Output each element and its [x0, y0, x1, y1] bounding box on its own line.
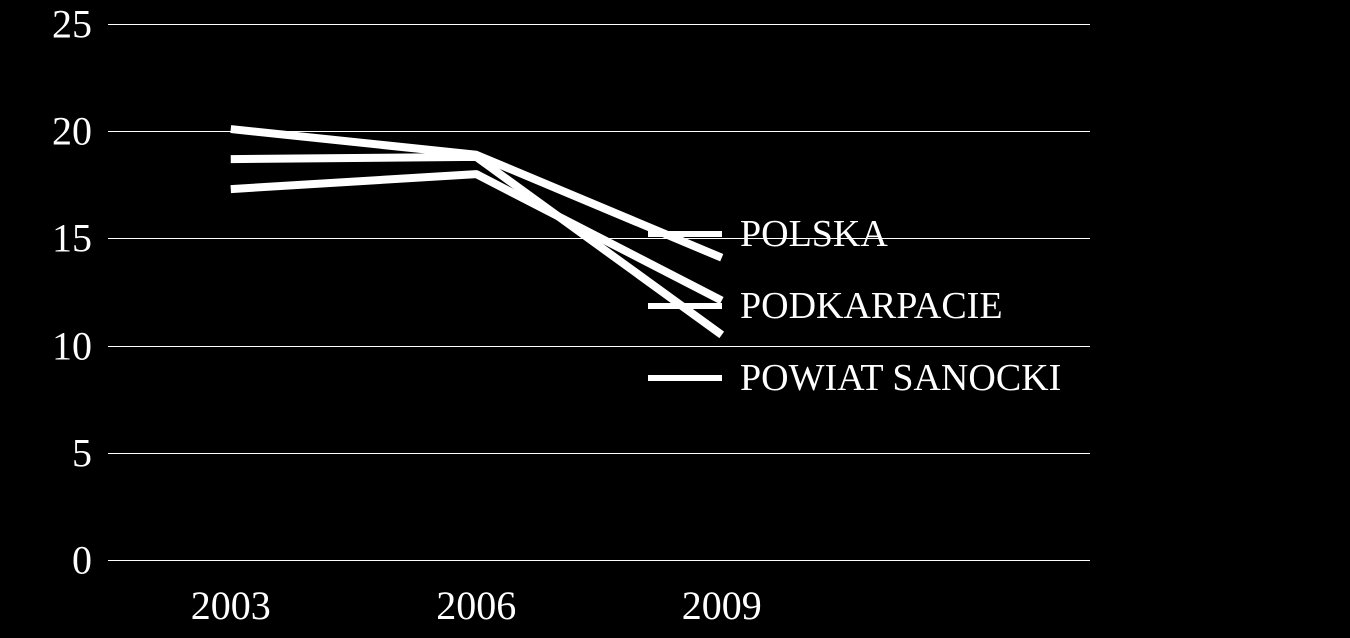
y-tick-label: 0 — [0, 537, 92, 584]
y-tick-label: 20 — [0, 108, 92, 155]
legend-item: PODKARPACIE — [648, 284, 1061, 328]
x-tick-label: 2009 — [682, 582, 762, 629]
gridline — [108, 24, 1090, 25]
legend-swatch-icon — [648, 303, 722, 309]
x-tick-label: 2003 — [191, 582, 271, 629]
legend-item: POWIAT SANOCKI — [648, 356, 1061, 400]
gridline — [108, 453, 1090, 454]
legend-label: POLSKA — [740, 212, 888, 256]
line-chart: 0 5 10 15 20 25 2003 2006 2009 POLSKA PODKARPACI… — [0, 0, 1350, 638]
y-tick-label: 15 — [0, 215, 92, 262]
legend-label: PODKARPACIE — [740, 284, 1003, 328]
chart-legend: POLSKA PODKARPACIE POWIAT SANOCKI — [648, 212, 1061, 400]
x-tick-label: 2006 — [436, 582, 516, 629]
legend-item: POLSKA — [648, 212, 1061, 256]
y-tick-label: 25 — [0, 1, 92, 48]
y-tick-label: 10 — [0, 322, 92, 369]
legend-label: POWIAT SANOCKI — [740, 356, 1061, 400]
y-tick-label: 5 — [0, 429, 92, 476]
gridline — [108, 560, 1090, 561]
gridline — [108, 131, 1090, 132]
legend-swatch-icon — [648, 375, 722, 381]
legend-swatch-icon — [648, 231, 722, 237]
